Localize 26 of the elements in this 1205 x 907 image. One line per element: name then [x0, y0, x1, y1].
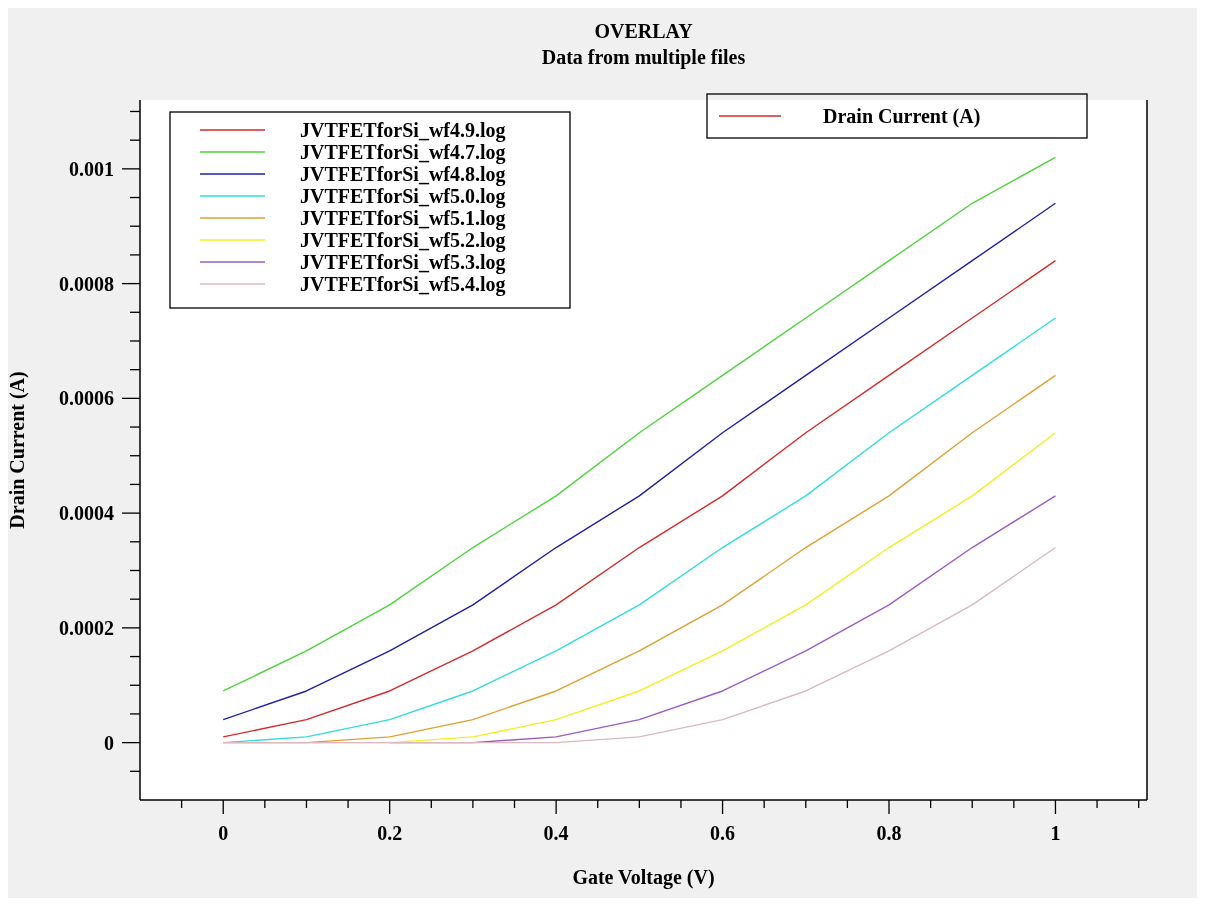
legend-label: JVTFETforSi_wf5.0.log	[300, 185, 506, 208]
chart-subtitle: Data from multiple files	[541, 46, 746, 69]
x-tick-label: 0.4	[543, 822, 569, 844]
x-axis-title: Gate Voltage (V)	[572, 866, 715, 889]
x-tick-label: 0.2	[377, 822, 403, 844]
x-tick-label: 1	[1050, 822, 1061, 844]
x-tick-label: 0.6	[710, 822, 736, 844]
y-tick-label: 0	[104, 731, 114, 754]
chart-title: OVERLAY	[594, 20, 694, 42]
legend-label: JVTFETforSi_wf5.3.log	[300, 251, 506, 274]
legend-label: JVTFETforSi_wf4.7.log	[300, 141, 506, 164]
legend-label: JVTFETforSi_wf4.8.log	[300, 163, 506, 186]
x-tick-label: 0	[218, 822, 229, 844]
y-tick-label: 0.0006	[59, 387, 114, 410]
y-tick-label: 0.0004	[59, 502, 114, 525]
y-tick-label: 0.0002	[59, 616, 114, 639]
y-axis-title: Drain Current (A)	[6, 371, 29, 529]
legend-label: JVTFETforSi_wf4.9.log	[300, 119, 506, 142]
legend-label: JVTFETforSi_wf5.1.log	[300, 207, 506, 230]
y-tick-label: 0.0008	[59, 272, 114, 295]
legend-label: JVTFETforSi_wf5.2.log	[300, 229, 506, 252]
annotation: Drain Current (A)	[823, 105, 981, 128]
x-tick-label: 0.8	[876, 822, 902, 844]
y-tick-label: 0.001	[69, 157, 114, 180]
legend-label: JVTFETforSi_wf5.4.log	[300, 273, 506, 296]
line-series	[222, 546, 1057, 744]
